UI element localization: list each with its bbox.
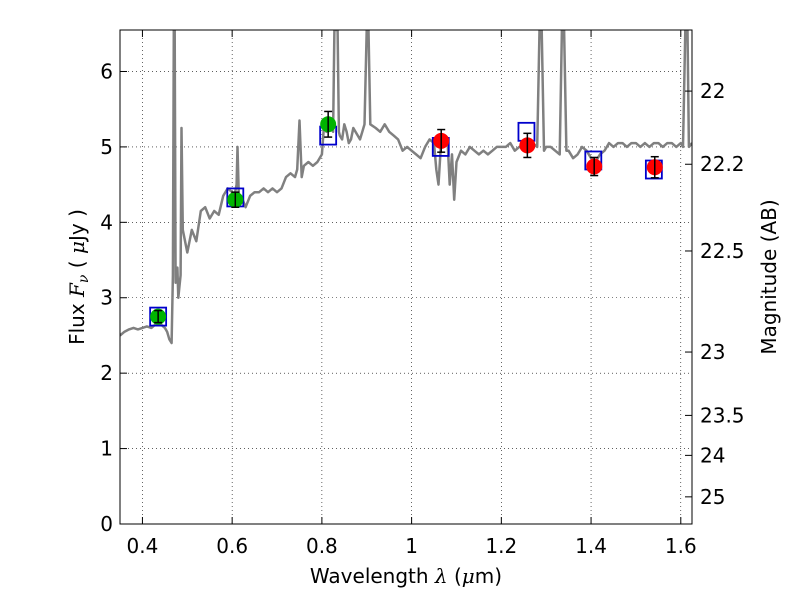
y2-tick-label: 24 xyxy=(700,443,725,467)
x-tick-label: 0.6 xyxy=(216,534,248,558)
y-tick-label: 3 xyxy=(100,286,113,310)
y2-tick-label: 23 xyxy=(700,340,725,364)
y-tick-label: 6 xyxy=(100,59,113,83)
y2-tick-label: 22.5 xyxy=(700,239,745,263)
y2-axis-label: Magnitude (AB) xyxy=(757,199,781,354)
x-tick-label: 1.2 xyxy=(485,534,517,558)
x-tick-label: 1 xyxy=(405,534,418,558)
axis-ticks: 0.4 0.6 0.8 1 1.2 1.4 1.601234562222.222.52323… xyxy=(100,30,745,558)
grid xyxy=(120,30,692,524)
x-tick-label: 1.6 xyxy=(665,534,697,558)
y-tick-label: 2 xyxy=(100,361,113,385)
x-tick-label: 0.4 xyxy=(127,534,159,558)
y-tick-label: 4 xyxy=(100,210,113,234)
model-spectrum-line xyxy=(120,30,692,345)
plot-frame xyxy=(119,29,693,525)
y-tick-label: 5 xyxy=(100,135,113,159)
y-tick-label: 0 xyxy=(100,512,113,536)
y2-tick-label: 25 xyxy=(700,485,725,509)
y-axis-label: Flux Fν ( μJy ) xyxy=(65,209,92,345)
y-tick-label: 1 xyxy=(100,437,113,461)
photometry-layer xyxy=(149,110,663,327)
x-tick-label: 0.8 xyxy=(306,534,338,558)
model-spectrum-layer xyxy=(120,30,692,345)
x-tick-label: 1.4 xyxy=(575,534,607,558)
y2-tick-label: 23.5 xyxy=(700,403,745,427)
y2-tick-label: 22.2 xyxy=(700,152,745,176)
y2-tick-label: 22 xyxy=(700,79,725,103)
x-axis-label: Wavelength λ (μm) xyxy=(310,564,502,588)
